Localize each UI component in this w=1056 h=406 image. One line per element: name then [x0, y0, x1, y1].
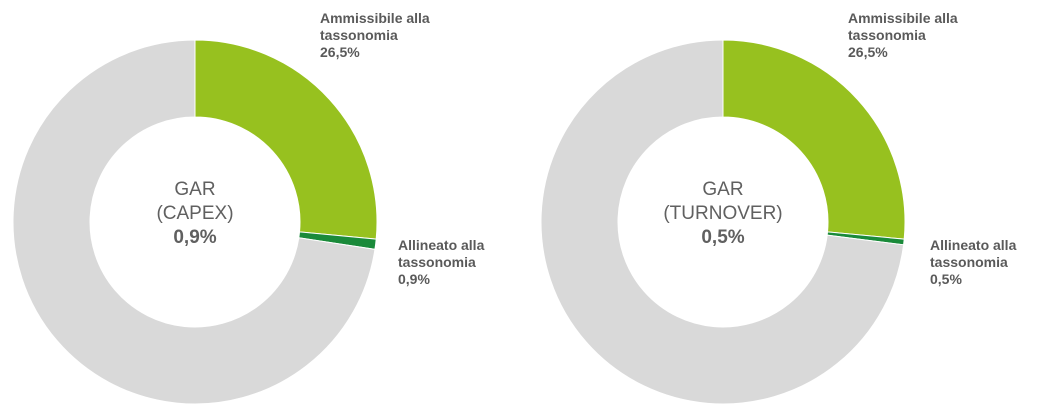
center-value: 0,9%: [173, 227, 217, 248]
segment-name: Ammissibile alla tassonomia: [848, 10, 958, 43]
center-value: 0,5%: [701, 227, 745, 248]
chart-title: GAR (TURNOVER): [663, 179, 783, 224]
segment-label: Allineato alla tassonomia 0,9%: [398, 237, 522, 288]
donut-segment: [194, 39, 378, 240]
segment-value: 26,5%: [848, 44, 888, 60]
segment-value: 0,5%: [930, 271, 962, 287]
segment-name: Allineato alla tassonomia: [398, 237, 485, 270]
segment-label: Ammissibile alla tassonomia 26,5%: [848, 10, 972, 61]
donut-segment: [722, 39, 906, 240]
donut-segment: [540, 39, 905, 405]
segment-name: Allineato alla tassonomia: [930, 237, 1017, 270]
segment-label: Ammissibile alla tassonomia 26,5%: [320, 10, 444, 61]
segment-value: 0,9%: [398, 271, 430, 287]
donut-segment: [12, 39, 376, 405]
center-label: GAR (TURNOVER) 0,5%: [633, 178, 813, 250]
segment-label: Allineato alla tassonomia 0,5%: [930, 237, 1054, 288]
center-label: GAR (CAPEX) 0,9%: [105, 178, 285, 250]
chart-title: GAR (CAPEX): [156, 179, 234, 224]
segment-name: Ammissibile alla tassonomia: [320, 10, 430, 43]
segment-value: 26,5%: [320, 44, 360, 60]
